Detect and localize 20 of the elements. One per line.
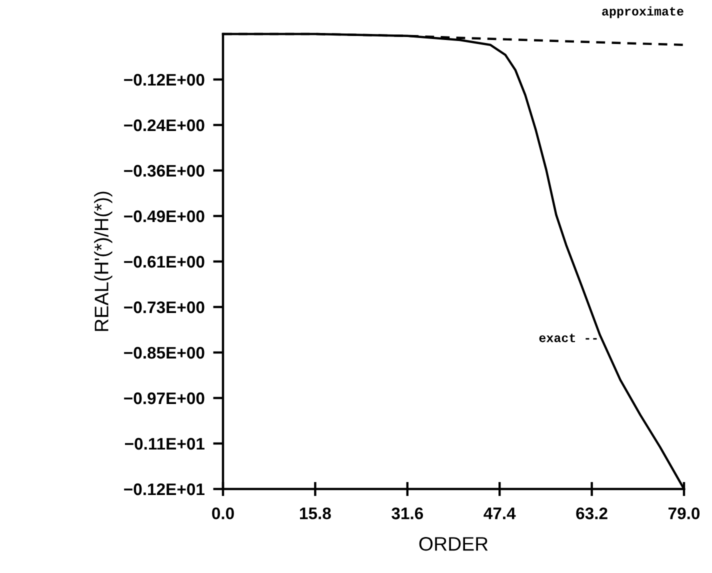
y-tick-label: −0.97E+00: [124, 392, 204, 404]
y-tick-label: −0.49E+00: [124, 210, 204, 222]
series-label: exact --: [539, 334, 597, 342]
x-tick-label: 0.0: [212, 507, 234, 520]
x-axis-title: ORDER: [419, 536, 488, 551]
x-tick-label: 79.0: [668, 507, 700, 520]
x-tick-label: 63.2: [576, 507, 608, 520]
x-tick-label: 31.6: [392, 507, 424, 520]
series-label: approximate: [602, 6, 684, 18]
y-tick-label: −0.73E+00: [124, 301, 204, 314]
x-tick-label: 15.8: [300, 507, 331, 520]
y-tick-label: −0.11E+01: [124, 438, 204, 450]
y-axis-title: REAL(H'(*)/H(*)): [94, 192, 112, 331]
y-tick-label: −0.85E+00: [124, 346, 204, 359]
y-tick-label: −0.36E+00: [124, 164, 204, 177]
y-tick-label: −0.24E+00: [124, 119, 204, 132]
x-tick-label: 47.4: [484, 508, 516, 520]
y-tick-label: −0.12E+00: [124, 74, 204, 86]
y-tick-label: −0.12E+01: [124, 483, 204, 496]
y-tick-label: −0.61E+00: [124, 256, 204, 268]
